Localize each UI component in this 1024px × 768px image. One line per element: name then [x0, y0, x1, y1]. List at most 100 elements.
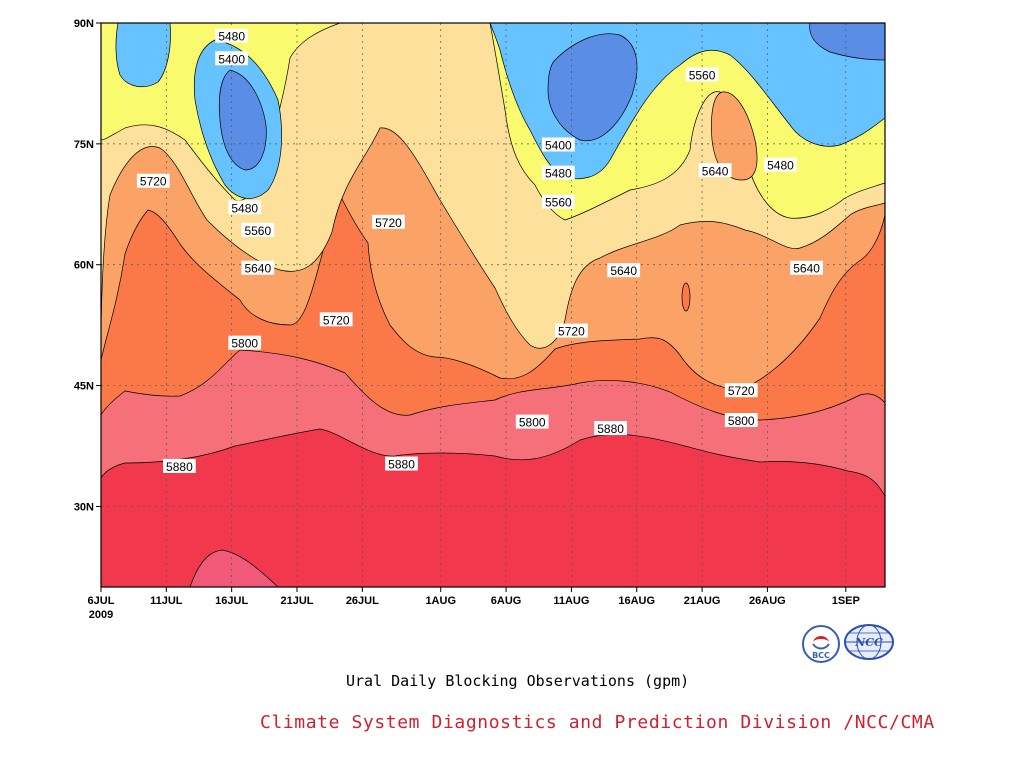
contour-label: 5640 — [698, 163, 732, 178]
y-tick-label: 60N — [74, 260, 94, 272]
contour-label-bg — [215, 51, 249, 66]
contour-label: 5800 — [724, 413, 758, 428]
contour-label-bg — [724, 413, 758, 428]
contour-label-text: 5560 — [545, 196, 572, 210]
contour-label-text: 5720 — [728, 384, 755, 398]
contour-label-bg — [228, 200, 262, 215]
x-tick-label: 21AUG — [684, 595, 721, 607]
contour-label: 5560 — [685, 67, 719, 82]
fill-below-5400-ne — [809, 23, 885, 61]
contour-label-bg — [241, 222, 275, 237]
x-tick-label: 6JUL — [88, 595, 115, 607]
contour-label-text: 5720 — [140, 175, 167, 189]
contour-label-text: 5560 — [689, 68, 716, 82]
contour-label: 5880 — [594, 421, 627, 436]
fill-below-5400-east — [547, 33, 638, 142]
y-tick-label: 30N — [74, 501, 94, 513]
y-tick-label: 45N — [74, 381, 94, 393]
contour-label-bg — [607, 263, 641, 278]
contour-label: 5480 — [215, 28, 249, 44]
contour-label-text: 5400 — [218, 52, 245, 66]
contour-label-text: 5720 — [323, 313, 350, 327]
gridlines — [101, 23, 885, 587]
contour-label-bg — [555, 323, 588, 338]
contour-label-bg — [215, 28, 249, 43]
contour-label: 5400 — [541, 137, 575, 152]
contour-label-bg — [724, 383, 758, 398]
credit-line: Climate System Diagnostics and Predictio… — [260, 712, 935, 733]
contour-label: 5880 — [385, 456, 418, 472]
contour-label: 5640 — [607, 263, 641, 278]
contour-label: 5720 — [372, 214, 405, 230]
contour-label: 5560 — [241, 222, 275, 238]
contour-label: 5640 — [241, 260, 275, 276]
contour-label: 5800 — [228, 335, 262, 351]
contour-label-bg — [541, 194, 575, 209]
contour-label-text: 5560 — [244, 224, 271, 238]
contour-label-bg — [790, 260, 823, 275]
contour-label: 5880 — [163, 458, 196, 474]
contour-label-text: 5880 — [166, 460, 193, 474]
contour-label: 5720 — [136, 173, 170, 189]
x-tick-label: 11AUG — [553, 595, 589, 607]
contour-label-bg — [685, 67, 719, 82]
y-tick-label: 75N — [74, 139, 94, 151]
contour-label-bg — [163, 458, 196, 473]
contour-label-text: 5880 — [388, 458, 415, 472]
contour-label-text: 5640 — [244, 262, 271, 276]
contour-label-text: 5640 — [793, 262, 820, 276]
contour-label: 5720 — [555, 323, 588, 339]
contour-label: 5480 — [764, 157, 797, 173]
contour-label-text: 5480 — [218, 30, 245, 44]
contour-label-bg — [594, 421, 627, 436]
contour-label-text: 5720 — [375, 216, 402, 230]
contour-label-bg — [541, 165, 575, 180]
fill-above-5960 — [189, 549, 279, 587]
x-tick-label: 21JUL — [280, 595, 313, 607]
contour-label-text: 5800 — [231, 337, 258, 351]
x-tick-label: 1AUG — [425, 595, 456, 607]
ncc-logo-text: NCC — [854, 636, 883, 649]
contour-label: 5480 — [541, 165, 575, 181]
contour-label-bg — [372, 214, 405, 229]
x-tick-label: 26JUL — [346, 595, 379, 607]
contour-label: 5720 — [724, 383, 758, 398]
contour-labels: 5480 5400 5480 5560 5640 5720 5720 5720 5800 5880… — [136, 28, 823, 474]
x-axis: 6JUL 11JUL 16JUL 21JUL 26JUL 1AUG 6AUG 11AUG 16A… — [88, 587, 860, 621]
contour-label-bg — [764, 157, 797, 172]
contour-label-bg — [515, 414, 549, 429]
bcc-logo-text: BCC — [812, 651, 830, 660]
bcc-logo-icon: BCC — [802, 625, 840, 663]
contour-label-bg — [385, 456, 418, 471]
y-tick-label: 90N — [74, 18, 94, 30]
contour-label-text: 5800 — [519, 416, 546, 430]
contour-label: 5400 — [215, 51, 249, 66]
contour-label-bg — [541, 137, 575, 152]
contour-label-text: 5720 — [558, 325, 585, 339]
contour-label: 5480 — [228, 200, 262, 215]
contour-label-bg — [698, 163, 732, 178]
x-tick-label: 6AUG — [491, 595, 522, 607]
contour-label-text: 5880 — [597, 422, 624, 436]
ncc-globe-icon: NCC — [844, 624, 894, 660]
x-tick-label: 16AUG — [618, 595, 655, 607]
contour-label-text: 5800 — [728, 414, 755, 428]
contour-label-text: 5640 — [702, 164, 729, 178]
contour-label-bg — [136, 173, 170, 188]
x-tick-label: 11JUL — [150, 595, 183, 607]
plot-frame — [100, 22, 886, 588]
x-tick-label: 16JUL — [215, 595, 248, 607]
contour-label-bg — [241, 260, 275, 275]
contour-label-text: 5480 — [231, 201, 258, 215]
x-tick-label: 26AUG — [749, 595, 786, 607]
contour-label-bg — [228, 335, 262, 350]
contour-label: 5560 — [541, 194, 575, 210]
fill-local-5720 — [681, 282, 691, 312]
contour-label-text: 5640 — [610, 264, 637, 278]
contour-label: 5800 — [515, 414, 549, 430]
fill-below-5400 — [218, 69, 267, 171]
fill-5400 — [115, 23, 171, 88]
contour-label: 5640 — [790, 260, 823, 276]
contour-label-text: 5480 — [545, 167, 572, 181]
